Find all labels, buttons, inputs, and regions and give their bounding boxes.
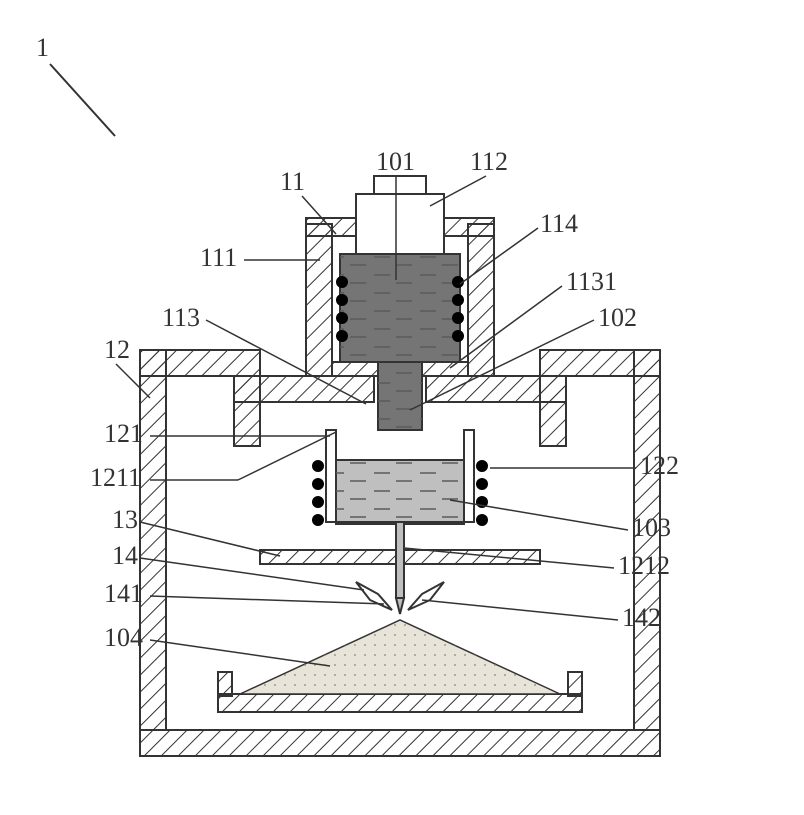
diagram-container: 1 [0, 0, 804, 810]
label-113: 113 [162, 303, 200, 332]
leader-1 [50, 64, 115, 136]
label-1212: 1212 [618, 551, 670, 580]
melt-103 [336, 460, 464, 522]
label-1211: 1211 [90, 463, 141, 492]
label-111: 111 [200, 243, 237, 272]
label-112: 112 [470, 147, 508, 176]
label-103: 103 [632, 513, 671, 542]
label-14: 14 [112, 541, 138, 570]
stream-1212 [396, 522, 404, 598]
label-104: 104 [104, 623, 143, 652]
label-1131: 1131 [566, 267, 617, 296]
label-142: 142 [622, 603, 661, 632]
label-121: 121 [104, 419, 143, 448]
powder-tray [218, 620, 582, 712]
label-102: 102 [598, 303, 637, 332]
cap-112 [356, 176, 444, 254]
diagram-svg: 1 [0, 0, 804, 810]
label-1: 1 [36, 33, 49, 62]
label-12: 12 [104, 335, 130, 364]
label-114: 114 [540, 209, 578, 238]
label-13: 13 [112, 505, 138, 534]
melt-101 [340, 254, 460, 430]
stream-tip [396, 598, 404, 614]
label-122: 122 [640, 451, 679, 480]
label-11: 11 [280, 167, 305, 196]
label-101: 101 [376, 147, 415, 176]
label-141: 141 [104, 579, 143, 608]
